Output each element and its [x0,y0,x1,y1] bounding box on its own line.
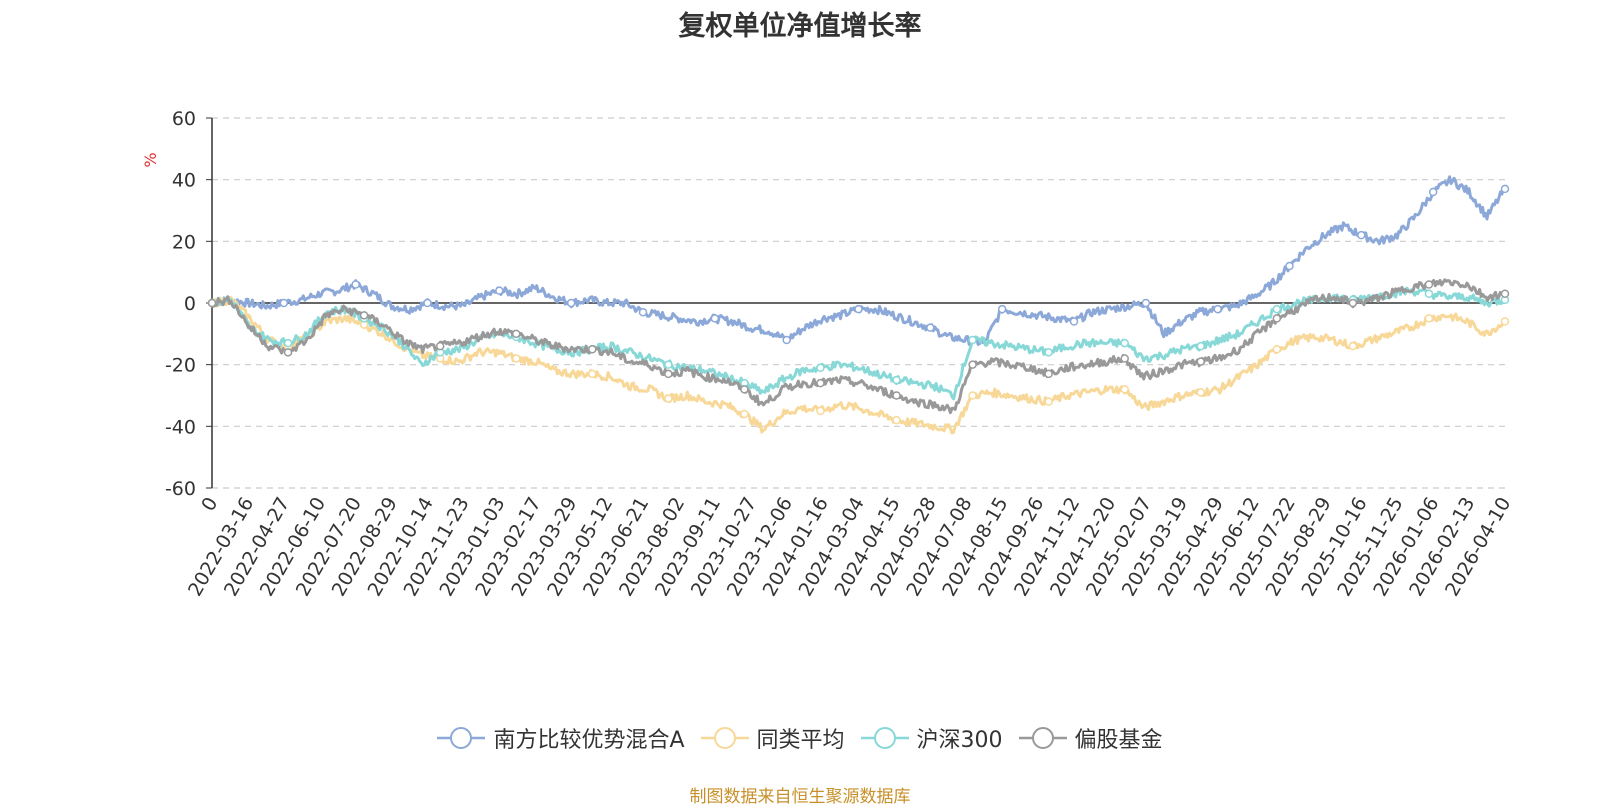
y-tick-label: -60 [165,478,196,500]
series-marker [1196,357,1206,366]
series-marker [1285,261,1294,271]
y-tick-label: 20 [172,231,196,253]
series-marker [926,323,935,332]
legend-item[interactable]: 沪深300 [860,722,1003,754]
series-marker [664,369,673,379]
y-tick-label: -20 [165,355,196,377]
legend-swatch [437,727,486,749]
series-marker [1424,314,1434,323]
legend-swatch [700,727,749,749]
series-marker [511,329,521,339]
series-marker [1196,341,1206,351]
series-marker [710,314,720,323]
series-marker [997,304,1007,314]
legend-label: 沪深300 [916,728,1003,753]
series-marker [351,280,360,289]
series-marker [1348,341,1358,351]
series-lines [210,175,1506,435]
chart-title: 复权单位净值增长率 [678,11,922,42]
series-marker [1424,280,1434,289]
series-marker [1196,388,1206,397]
series-marker [283,338,293,348]
legend-item[interactable]: 偏股基金 [1018,722,1163,754]
axes [206,117,1505,489]
y-tick-label: 60 [172,108,196,130]
series-marker [1044,397,1053,406]
series-marker [1044,369,1053,379]
y-tick-label: 0 [184,293,196,315]
series-marker [1120,338,1129,348]
series-marker [1044,348,1053,357]
series-marker [511,354,521,363]
series-marker [588,369,597,379]
x-tick-label: 0 [197,494,222,515]
series-marker [1272,314,1282,323]
series-marker [664,394,673,403]
series-marker [495,286,504,295]
series-marker [1213,304,1222,314]
legend-label: 同类平均 [756,728,845,753]
legend-swatch [1018,727,1067,749]
series-marker [207,298,217,308]
series-marker [1500,184,1510,194]
series-marker [664,360,673,369]
series-marker [1272,304,1282,314]
series-line [210,286,1506,401]
series-marker [279,298,289,308]
y-tick-label: 40 [172,170,196,192]
series-marker [968,391,977,400]
series-marker [740,385,749,394]
series-marker [968,335,977,345]
series-marker [1500,317,1510,326]
legend-item[interactable]: 同类平均 [700,722,845,754]
series-marker [1500,289,1510,298]
series-marker [1424,289,1434,298]
series-marker [892,415,901,425]
series-marker [1357,230,1366,240]
legend-label: 偏股基金 [1074,728,1163,753]
series-marker [968,360,977,369]
series-marker [1141,298,1151,308]
series-marker [638,308,648,317]
tick-labels: -60-40-200204060%02022-03-162022-04-2720… [141,108,1515,600]
series-marker [1348,298,1358,308]
series-marker [566,298,576,308]
series-marker [1272,345,1282,354]
legend: 南方比较优势混合A 同类平均 沪深300 偏股基金 [0,722,1600,754]
legend-item[interactable]: 南方比较优势混合A [437,722,685,754]
series-marker [854,304,863,314]
source-note: 制图数据来自恒生聚源数据库 [689,787,911,807]
series-marker [892,375,901,385]
series-line [211,175,1506,346]
series-marker [1120,385,1129,394]
legend-swatch [860,727,909,749]
series-line [210,278,1506,415]
series-marker [1120,354,1129,363]
series-marker [588,345,597,354]
series-line [211,296,1506,435]
legend-label: 南方比较优势混合A [493,728,685,753]
series-marker [435,341,445,351]
series-marker [359,311,369,320]
series-marker [1069,317,1079,326]
series-marker [816,378,825,388]
y-tick-label: -40 [165,416,196,438]
y-axis-unit: % [141,152,160,167]
series-markers [207,184,1510,425]
series-marker [816,406,825,416]
series-marker [423,298,432,308]
series-marker [283,348,293,357]
series-marker [892,391,901,400]
series-marker [816,363,825,372]
series-marker [1428,187,1438,197]
series-marker [740,409,749,419]
series-marker [782,335,791,345]
